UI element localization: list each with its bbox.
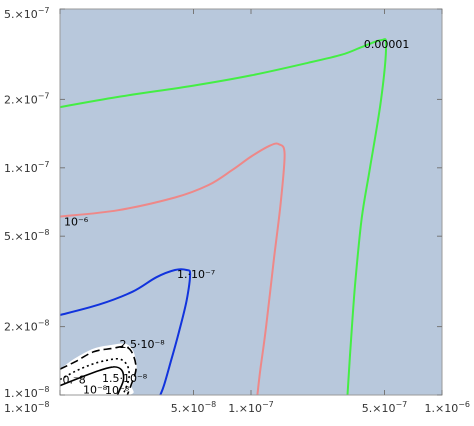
- contour-line: [59, 357, 130, 396]
- tick-label: 2.×10−8: [4, 319, 50, 334]
- contour-label: 0.⁻8: [63, 374, 86, 387]
- tick-label: 1.×10−8: [4, 400, 50, 415]
- contour-line: [59, 366, 125, 396]
- tick-label: 5.×10−7: [362, 400, 408, 415]
- tick-label: 1.×10−8: [4, 385, 50, 400]
- y-axis-ticks: 1.×10−8 2.×10−8 5.×10−8 1.×10−7 2.×10−7 5.×10…: [4, 6, 442, 400]
- contour-label: 1.·10⁻⁷: [177, 268, 215, 281]
- contour-lines: [59, 38, 388, 396]
- contour-line: [59, 345, 137, 396]
- contour-line: [59, 38, 388, 396]
- contour-label: 1.5·10⁻⁸: [102, 372, 148, 385]
- contour-line: [59, 142, 286, 396]
- x-axis-ticks: 1.×10−8 5.×10−8 1.×10−7 5.×10−7 1.×10−6: [4, 9, 470, 415]
- tick-label: 1.×10−7: [4, 160, 50, 175]
- contour-label: 10⁻⁸: [105, 384, 130, 397]
- tick-label: 1.×10−7: [228, 400, 274, 415]
- plot-background: [60, 9, 442, 395]
- low-value-region: [60, 343, 137, 396]
- contour-line: [59, 268, 192, 396]
- contour-labels: 0.0000110⁻⁶1.·10⁻⁷2.5·10⁻⁸1.5·10⁻⁸10⁻⁸0.…: [63, 38, 410, 397]
- tick-label: 5.×10−8: [4, 228, 50, 243]
- contour-label: 2.5·10⁻⁸: [120, 338, 166, 351]
- tick-label: 5.×10−7: [4, 6, 50, 21]
- contour-label: 10⁻⁸: [83, 383, 108, 396]
- tick-label: 2.×10−7: [4, 91, 50, 106]
- contour-label: 0.00001: [364, 38, 410, 51]
- tick-label: 1.×10−6: [424, 400, 470, 415]
- tick-label: 5.×10−8: [171, 400, 217, 415]
- contour-label: 10⁻⁶: [64, 216, 89, 229]
